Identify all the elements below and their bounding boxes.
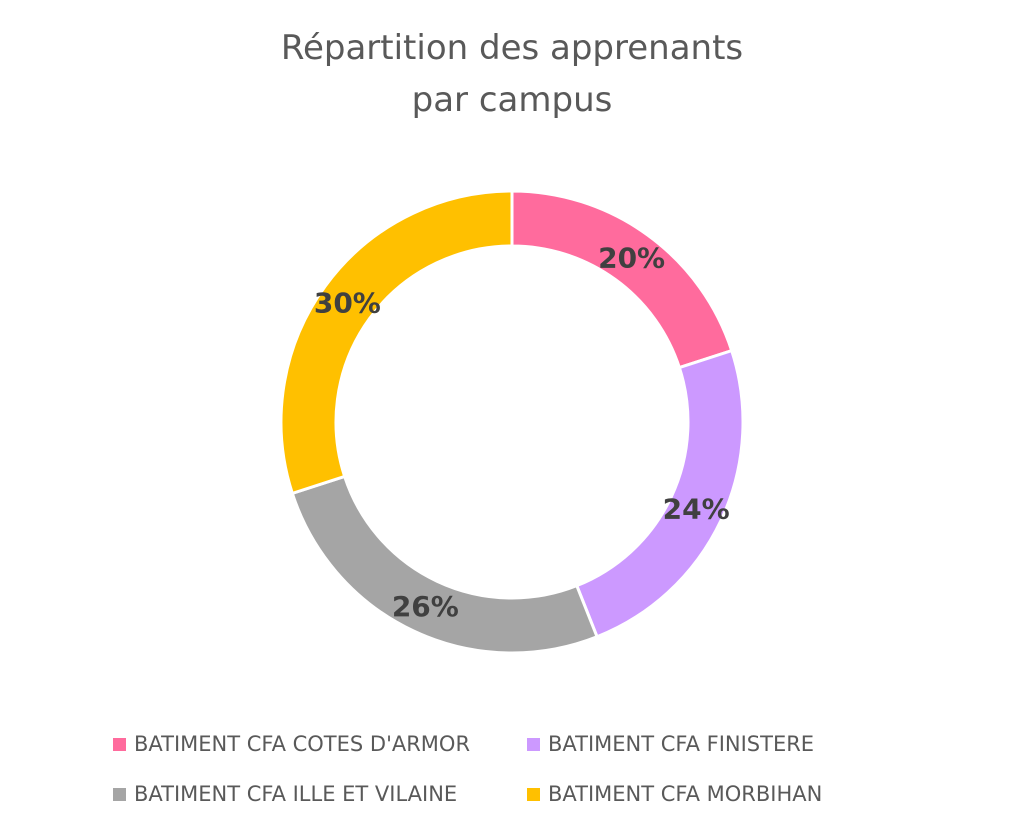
legend-marker	[527, 787, 540, 801]
legend-item: BATIMENT CFA COTES D'ARMOR	[113, 732, 470, 756]
legend-label: BATIMENT CFA ILLE ET VILAINE	[134, 782, 458, 806]
legend-item: BATIMENT CFA FINISTERE	[527, 732, 814, 756]
donut-slice	[510, 189, 734, 370]
legend-marker	[113, 737, 126, 751]
legend-label: BATIMENT CFA FINISTERE	[548, 732, 815, 756]
donut-slice	[290, 474, 599, 655]
legend-label: BATIMENT CFA COTES D'ARMOR	[134, 732, 471, 756]
data-label: 20%	[598, 241, 665, 274]
data-label: 30%	[314, 286, 381, 319]
data-label: 24%	[663, 493, 730, 526]
legend-marker	[113, 787, 126, 801]
legend-label: BATIMENT CFA MORBIHAN	[548, 782, 823, 806]
legend-item: BATIMENT CFA MORBIHAN	[527, 782, 822, 806]
chart-title-line-2: par campus	[411, 80, 613, 120]
data-label: 26%	[392, 590, 459, 623]
chart-title-line-1: Répartition des apprenants	[280, 28, 744, 68]
legend-marker	[527, 737, 540, 751]
legend-item: BATIMENT CFA ILLE ET VILAINE	[113, 782, 457, 806]
donut-slice	[279, 189, 514, 496]
